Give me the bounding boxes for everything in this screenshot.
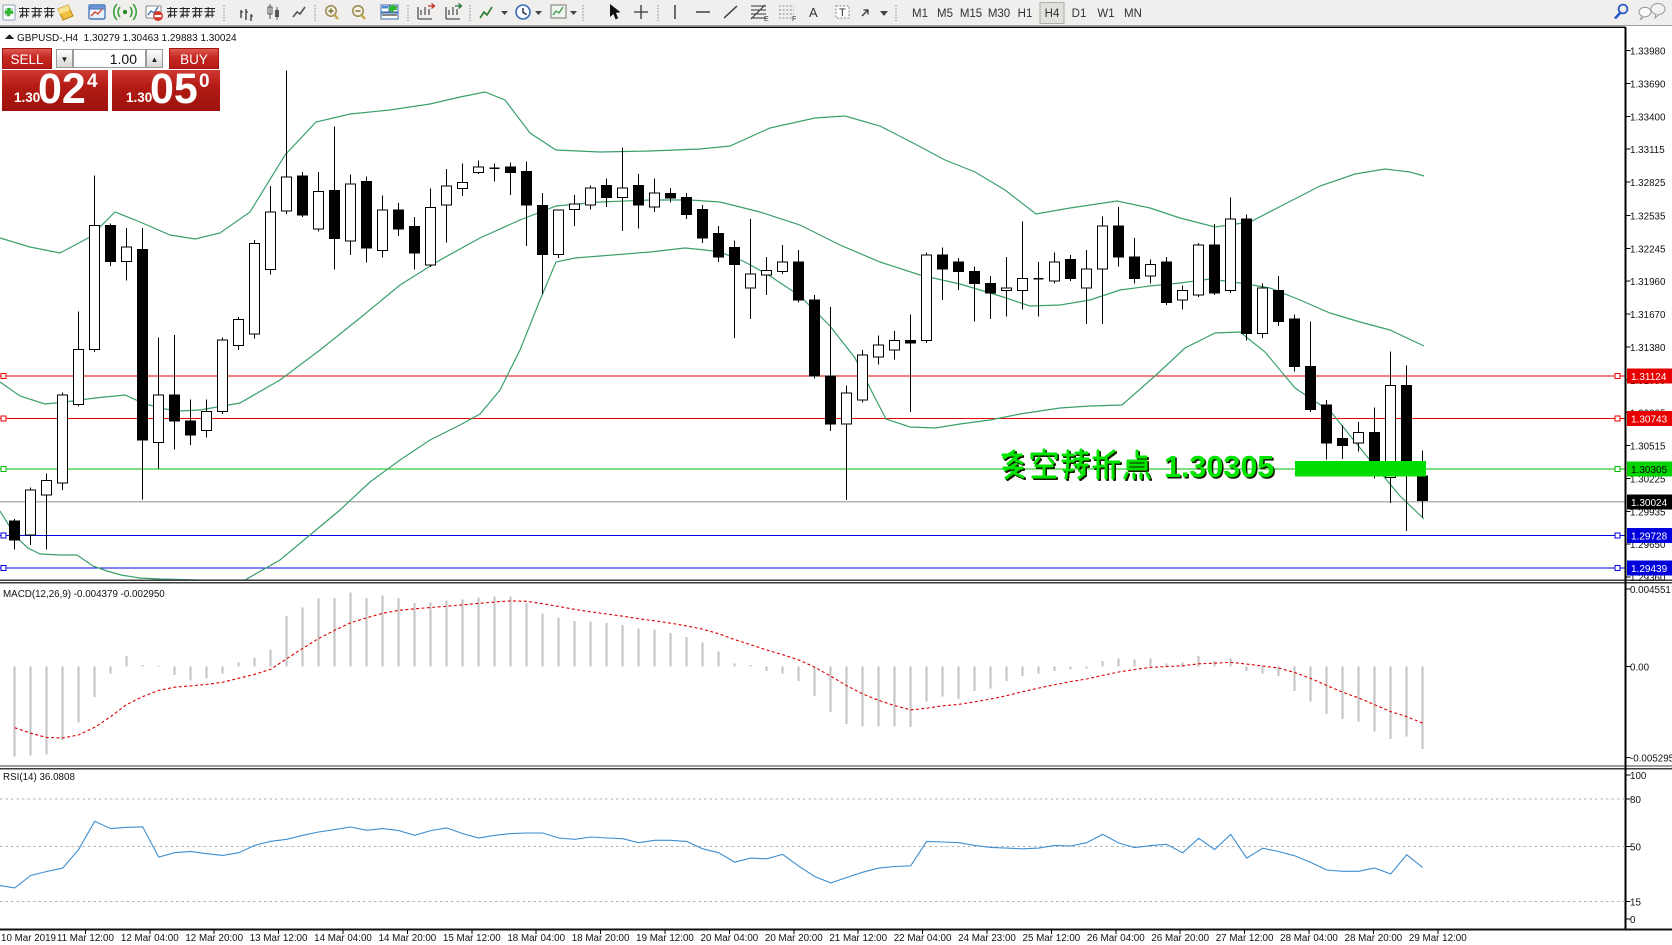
svg-text:GBPUSD-,H4 1.30279 1.30463 1.: GBPUSD-,H4 1.30279 1.30463 1.29883 1.300… — [17, 33, 237, 44]
svg-text:-0.005295: -0.005295 — [1630, 754, 1672, 765]
svg-text:A: A — [809, 5, 818, 20]
svg-text:1.33980: 1.33980 — [1630, 47, 1666, 58]
svg-text:F: F — [792, 16, 796, 23]
svg-text:27 Mar 12:00: 27 Mar 12:00 — [1216, 933, 1274, 944]
svg-text:15 Mar 12:00: 15 Mar 12:00 — [443, 933, 501, 944]
svg-text:14 Mar 20:00: 14 Mar 20:00 — [379, 933, 437, 944]
svg-text:1.30515: 1.30515 — [1630, 441, 1666, 452]
svg-text:15: 15 — [1630, 897, 1641, 908]
svg-text:1.29360: 1.29360 — [1630, 573, 1666, 584]
svg-text:MACD(12,26,9) -0.004379 -0.002: MACD(12,26,9) -0.004379 -0.002950 — [3, 589, 165, 600]
svg-text:0.004551: 0.004551 — [1630, 585, 1671, 596]
svg-text:1.30225: 1.30225 — [1630, 474, 1666, 485]
svg-text:24 Mar 23:00: 24 Mar 23:00 — [958, 933, 1016, 944]
svg-text:11 Mar 12:00: 11 Mar 12:00 — [57, 933, 115, 944]
svg-text:29 Mar 12:00: 29 Mar 12:00 — [1409, 933, 1467, 944]
svg-text:M30: M30 — [988, 8, 1010, 20]
svg-text:1.30305: 1.30305 — [1164, 450, 1274, 484]
svg-text:22 Mar 04:00: 22 Mar 04:00 — [894, 933, 952, 944]
svg-text:28 Mar 20:00: 28 Mar 20:00 — [1345, 933, 1403, 944]
svg-text:1.30305: 1.30305 — [1166, 451, 1276, 485]
svg-text:21 Mar 12:00: 21 Mar 12:00 — [829, 933, 887, 944]
svg-text:20 Mar 04:00: 20 Mar 04:00 — [701, 933, 759, 944]
svg-text:1.30305: 1.30305 — [1631, 465, 1668, 476]
svg-text:1.32245: 1.32245 — [1630, 244, 1666, 255]
svg-text:RSI(14) 36.0808: RSI(14) 36.0808 — [3, 772, 75, 783]
svg-text:50: 50 — [1630, 843, 1641, 854]
svg-text:13 Mar 12:00: 13 Mar 12:00 — [250, 933, 308, 944]
svg-text:D1: D1 — [1072, 8, 1087, 20]
svg-text:1.29439: 1.29439 — [1631, 564, 1668, 575]
svg-text:T: T — [839, 7, 846, 19]
svg-text:80: 80 — [1630, 795, 1641, 806]
svg-text:25 Mar 12:00: 25 Mar 12:00 — [1023, 933, 1081, 944]
svg-text:26 Mar 04:00: 26 Mar 04:00 — [1087, 933, 1145, 944]
svg-text:M1: M1 — [912, 8, 928, 20]
svg-text:1.31380: 1.31380 — [1630, 343, 1666, 354]
svg-text:18 Mar 04:00: 18 Mar 04:00 — [507, 933, 565, 944]
svg-text:20 Mar 20:00: 20 Mar 20:00 — [765, 933, 823, 944]
svg-text:26 Mar 20:00: 26 Mar 20:00 — [1151, 933, 1209, 944]
svg-text:M5: M5 — [937, 8, 953, 20]
svg-text:0.00: 0.00 — [1630, 663, 1650, 674]
svg-text:1.31124: 1.31124 — [1631, 372, 1667, 383]
svg-text:10 Mar 2019: 10 Mar 2019 — [1, 933, 56, 944]
svg-text:1.30743: 1.30743 — [1631, 415, 1668, 426]
svg-text:1.33400: 1.33400 — [1630, 113, 1666, 124]
svg-text:0: 0 — [1630, 915, 1636, 926]
svg-text:MN: MN — [1124, 8, 1142, 20]
svg-text:1.29650: 1.29650 — [1630, 540, 1666, 551]
svg-text:W1: W1 — [1097, 8, 1114, 20]
svg-text:1.29728: 1.29728 — [1631, 532, 1668, 543]
svg-text:19 Mar 12:00: 19 Mar 12:00 — [636, 933, 694, 944]
svg-text:1.32535: 1.32535 — [1630, 211, 1666, 222]
svg-text:H1: H1 — [1018, 8, 1033, 20]
svg-text:12 Mar 20:00: 12 Mar 20:00 — [185, 933, 243, 944]
svg-text:1.31960: 1.31960 — [1630, 277, 1666, 288]
svg-text:1.32825: 1.32825 — [1630, 178, 1666, 189]
svg-text:100: 100 — [1630, 771, 1647, 782]
svg-text:1.33115: 1.33115 — [1630, 145, 1665, 156]
svg-text:1.31670: 1.31670 — [1630, 310, 1666, 321]
svg-text:12 Mar 04:00: 12 Mar 04:00 — [121, 933, 179, 944]
svg-text:H4: H4 — [1045, 8, 1060, 20]
svg-text:1.33690: 1.33690 — [1630, 80, 1666, 91]
svg-text:1.30024: 1.30024 — [1631, 498, 1668, 509]
svg-text:18 Mar 20:00: 18 Mar 20:00 — [572, 933, 630, 944]
svg-text:1.29935: 1.29935 — [1630, 508, 1666, 519]
svg-text:14 Mar 04:00: 14 Mar 04:00 — [314, 933, 372, 944]
svg-text:M15: M15 — [960, 8, 982, 20]
svg-text:28 Mar 04:00: 28 Mar 04:00 — [1280, 933, 1338, 944]
svg-text:E: E — [764, 16, 769, 23]
